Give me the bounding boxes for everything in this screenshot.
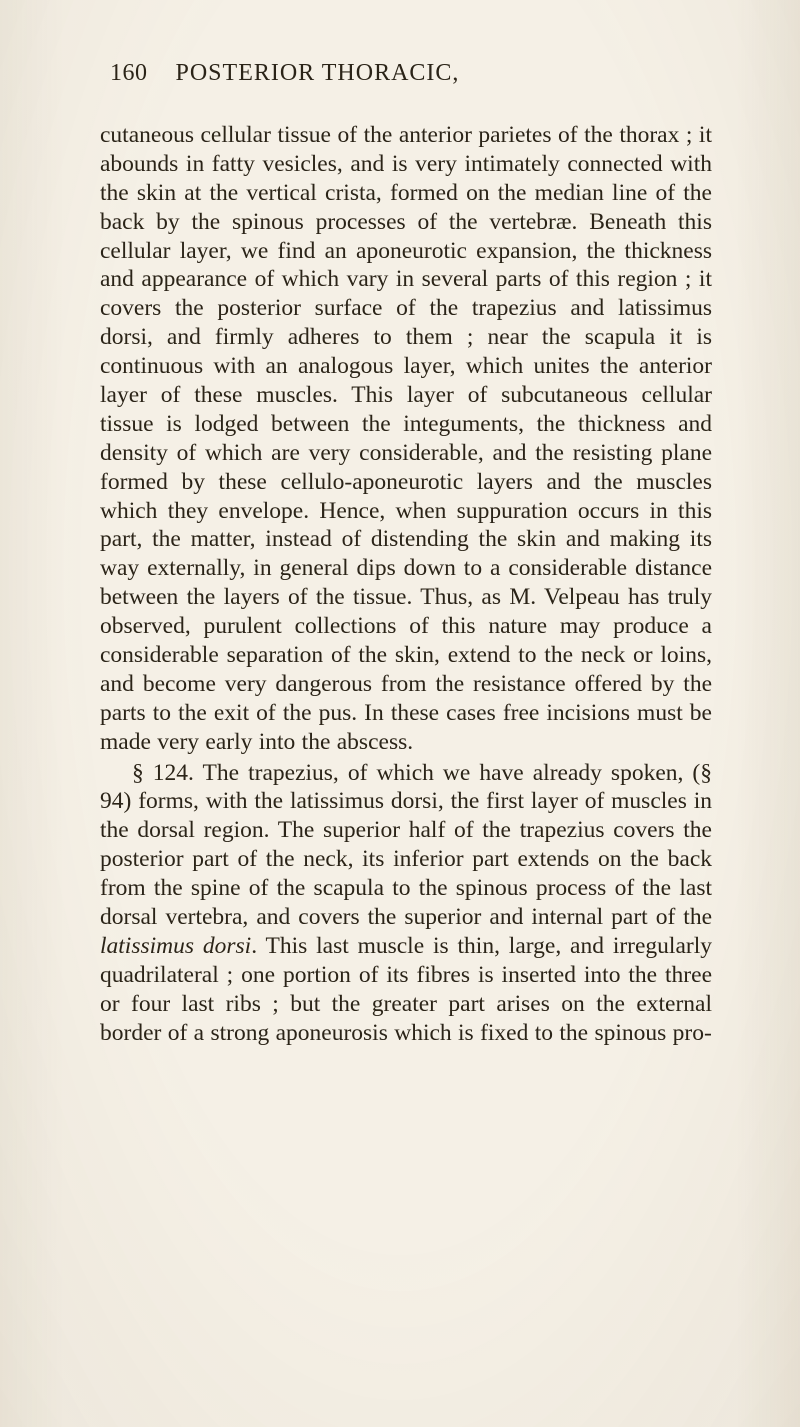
running-header: 160 POSTERIOR THORACIC, [110,60,712,87]
p2-lead-text: § 124. The trapezius, of which we have a… [100,760,712,930]
italic-term-latissimus-dorsi: latissimus dorsi [100,933,251,959]
page-number: 160 [110,60,148,87]
body-paragraph-2: § 124. The trapezius, of which we have a… [100,759,712,1048]
running-title: POSTERIOR THORACIC, [176,60,460,87]
body-paragraph-1: cutaneous cellular tissue of the anterio… [100,121,712,757]
